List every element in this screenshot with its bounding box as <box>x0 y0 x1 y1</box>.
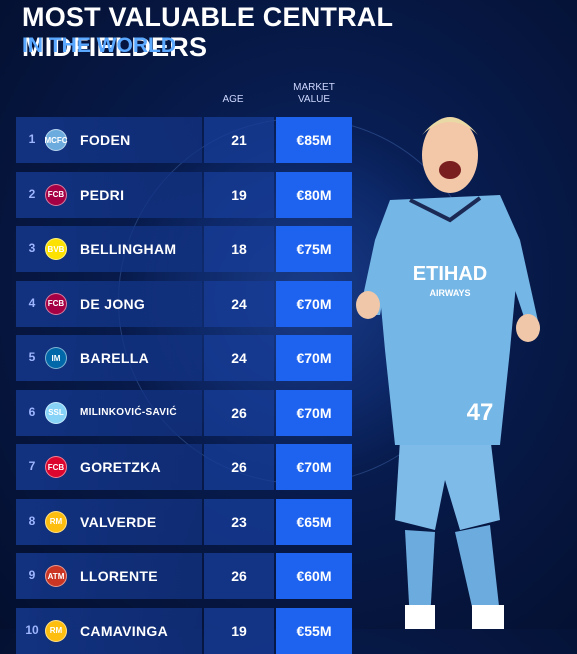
market-value: €65M <box>296 513 332 530</box>
market-value: €70M <box>296 350 332 366</box>
table-row: 9 ATM LLORENTE 26 €60M <box>16 553 352 599</box>
table-row: 5 IM BARELLA 24 €70M <box>16 335 352 381</box>
club-crest-icon: IM <box>45 347 67 369</box>
age-cell <box>204 553 274 599</box>
market-value-cell <box>276 117 352 163</box>
player-name: BARELLA <box>80 350 149 366</box>
market-value-header-line1: MARKET <box>293 82 335 93</box>
market-value-cell <box>276 171 352 218</box>
table-row: 6 SSL MILINKOVIĆ-SAVIĆ 26 €70M <box>16 389 352 436</box>
club-crest-icon: FCB <box>45 183 67 206</box>
age-cell <box>204 226 274 272</box>
club-crest-icon: FCB <box>45 456 67 478</box>
table-row: 10 RM CAMAVINGA 19 €55M <box>16 607 352 654</box>
age-cell <box>204 389 274 436</box>
rank-number: 10 <box>25 622 39 637</box>
player-illustration: ETIHAD AIRWAYS 47 <box>356 117 540 629</box>
club-crest-icon: RM <box>45 510 67 533</box>
market-value-cell <box>276 553 352 599</box>
age-cell <box>204 335 274 381</box>
market-value: €70M <box>296 404 332 421</box>
player-age: 19 <box>231 186 247 203</box>
market-value: €70M <box>296 459 332 475</box>
rank-number: 8 <box>28 513 36 528</box>
player-name: PEDRI <box>80 186 125 203</box>
page-subtitle: IN THE WORLD <box>22 34 176 57</box>
player-name: BELLINGHAM <box>80 241 177 257</box>
player-age: 26 <box>231 459 247 475</box>
market-value: €60M <box>296 568 332 584</box>
club-crest-icon: ATM <box>45 565 67 587</box>
player-name: VALVERDE <box>80 513 157 530</box>
club-crest-icon: RM <box>45 619 67 642</box>
market-value-cell <box>276 389 352 436</box>
market-value: €75M <box>296 241 332 257</box>
rank-number: 6 <box>28 404 36 419</box>
page-title: MOST VALUABLE CENTRAL MIDFIELDERS <box>22 2 393 62</box>
age-cell <box>204 444 274 490</box>
age-column-header: AGE <box>222 94 244 105</box>
player-name: CAMAVINGA <box>80 622 168 639</box>
market-value-cell <box>276 498 352 545</box>
player-name: DE JONG <box>80 295 146 312</box>
club-crest-icon: FCB <box>45 292 67 315</box>
player-age: 23 <box>231 513 247 530</box>
market-value-cell <box>276 444 352 490</box>
player-age: 24 <box>231 295 247 312</box>
table-row: 1 MCFC FODEN 21 €85M <box>16 117 352 163</box>
player-age: 26 <box>231 404 247 421</box>
player-name: MILINKOVIĆ-SAVIĆ <box>80 406 177 418</box>
player-age: 24 <box>231 350 247 366</box>
club-crest-icon: BVB <box>45 238 67 260</box>
table-row: 7 FCB GORETZKA 26 €70M <box>16 444 352 490</box>
rank-number: 4 <box>28 295 36 310</box>
age-cell <box>204 280 274 327</box>
club-crest-icon: MCFC <box>44 129 68 151</box>
market-value-header-line2: VALUE <box>297 94 331 105</box>
table-row: 2 FCB PEDRI 19 €80M <box>16 171 352 218</box>
market-value: €80M <box>296 186 332 203</box>
age-cell <box>204 117 274 163</box>
rank-number: 7 <box>28 459 36 473</box>
player-age: 18 <box>231 241 247 257</box>
player-age: 26 <box>231 568 247 584</box>
table-row: 8 RM VALVERDE 23 €65M <box>16 498 352 545</box>
market-value-cell <box>276 335 352 381</box>
shirt-sponsor: ETIHAD <box>413 263 487 285</box>
market-value-cell <box>276 280 352 327</box>
market-value-column-header: MARKET VALUE <box>288 82 340 106</box>
table-row: 4 FCB DE JONG 24 €70M <box>16 280 352 327</box>
player-name: GORETZKA <box>80 459 161 475</box>
player-name: FODEN <box>80 132 131 148</box>
market-value-cell <box>276 226 352 272</box>
market-value: €85M <box>296 132 332 148</box>
rank-number: 2 <box>28 186 36 201</box>
age-cell <box>204 498 274 545</box>
club-crest-icon: SSL <box>45 401 67 424</box>
rank-number: 1 <box>28 132 36 146</box>
player-age: 19 <box>231 622 247 639</box>
player-age: 21 <box>231 132 247 148</box>
shirt-number: 47 <box>467 399 494 426</box>
market-value: €70M <box>296 295 332 312</box>
rank-number: 3 <box>28 241 36 255</box>
table-row: 3 BVB BELLINGHAM 18 €75M <box>16 226 352 272</box>
market-value: €55M <box>296 622 332 639</box>
player-name: LLORENTE <box>80 568 158 584</box>
rank-number: 9 <box>28 568 36 582</box>
rank-number: 5 <box>28 350 36 364</box>
age-cell <box>204 171 274 218</box>
shirt-sponsor-line2: AIRWAYS <box>429 288 470 298</box>
